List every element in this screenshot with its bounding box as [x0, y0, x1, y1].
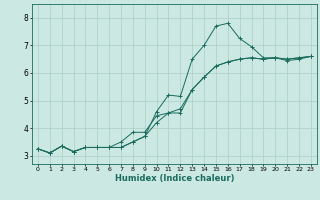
- X-axis label: Humidex (Indice chaleur): Humidex (Indice chaleur): [115, 174, 234, 183]
